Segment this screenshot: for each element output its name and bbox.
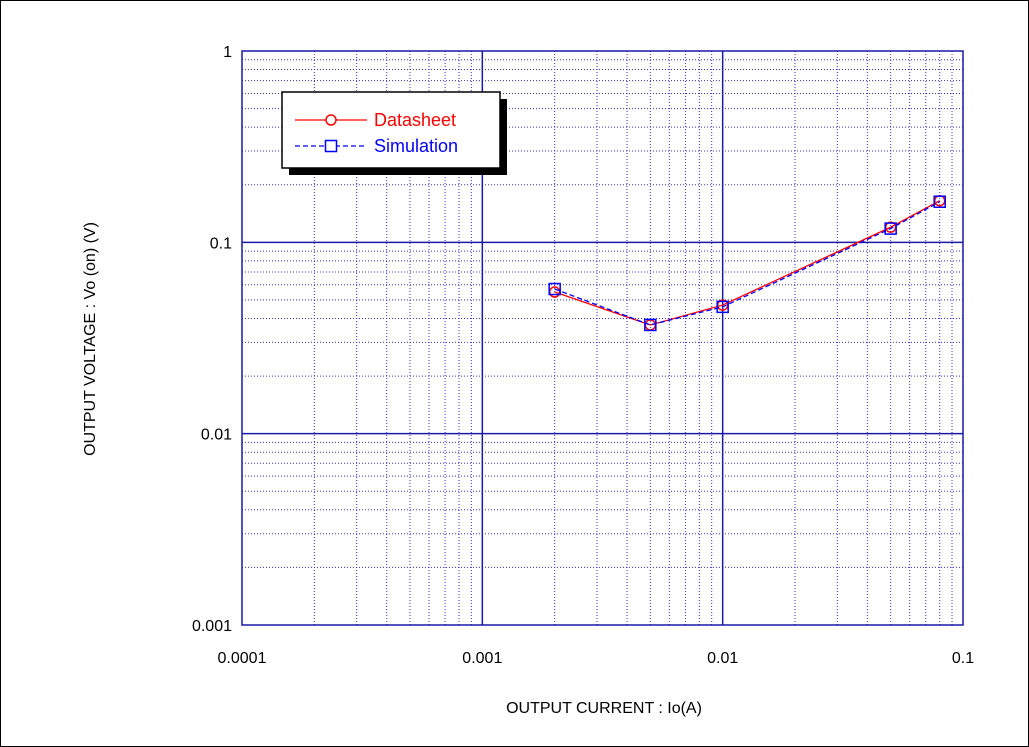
- y-tick-label: 0.01: [201, 427, 232, 444]
- y-tick-label: 0.1: [210, 235, 232, 252]
- data-point-simulation: [716, 300, 729, 314]
- legend-box: [281, 91, 501, 169]
- legend-marker-simulation: [324, 139, 338, 153]
- legend-marker-datasheet: [325, 114, 337, 126]
- legend-label-datasheet: Datasheet: [374, 110, 456, 130]
- x-tick-label: 0.001: [462, 650, 502, 667]
- series-line-datasheet: [554, 200, 941, 326]
- data-point-simulation: [884, 222, 897, 235]
- axes: [241, 50, 964, 626]
- series-line-simulation: [554, 201, 941, 326]
- x-tick-label: 0.0001: [218, 650, 267, 667]
- data-point-simulation: [548, 282, 561, 296]
- plot-border: [241, 50, 964, 626]
- y-axis-title: OUTPUT VOLTAGE : Vo (on) (V): [82, 222, 99, 456]
- data-point-simulation: [644, 318, 657, 332]
- x-axis-title: OUTPUT CURRENT : Io(A): [506, 700, 702, 717]
- tick-labels: 0.0001 0.001 0.01 0.1 0.001 0.01 0.1 1: [192, 44, 974, 667]
- grid-lines: [242, 51, 963, 625]
- x-tick-label: 0.1: [952, 650, 974, 667]
- legend: Datasheet Simulation: [281, 91, 507, 175]
- data-point-simulation: [933, 195, 946, 208]
- legend-label-simulation: Simulation: [374, 136, 458, 156]
- y-tick-label: 1: [223, 44, 232, 61]
- x-tick-label: 0.01: [707, 650, 738, 667]
- y-tick-label: 0.001: [192, 618, 232, 635]
- data-series: [548, 194, 946, 332]
